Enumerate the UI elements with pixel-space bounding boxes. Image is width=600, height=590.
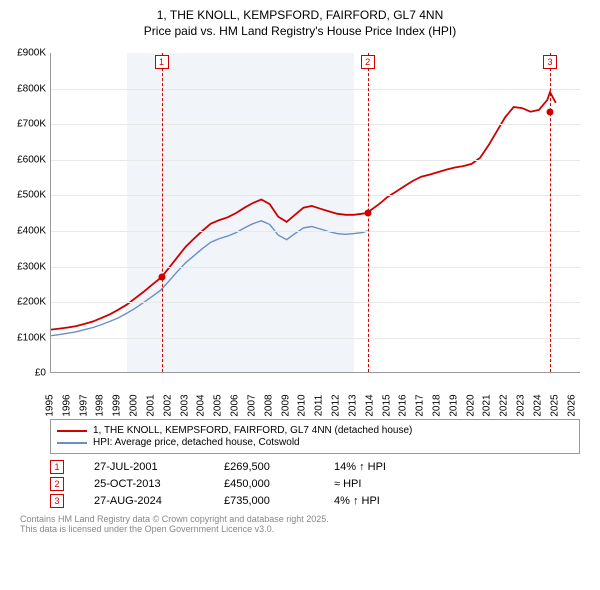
x-tick-label: 2004 xyxy=(196,391,207,421)
x-tick-label: 2026 xyxy=(566,391,577,421)
x-tick-label: 1995 xyxy=(45,391,56,421)
x-tick-label: 2008 xyxy=(263,391,274,421)
marker-badge: 3 xyxy=(543,55,557,69)
title-line-2: Price paid vs. HM Land Registry's House … xyxy=(10,24,590,40)
x-tick-label: 1999 xyxy=(112,391,123,421)
marker-line xyxy=(550,53,551,372)
chart-area: £0 £100K £200K £300K £400K £500K £600K £700K £80… xyxy=(10,45,590,415)
transaction-badge: 2 xyxy=(50,477,64,491)
x-tick-label: 2001 xyxy=(145,391,156,421)
legend-row: 1, THE KNOLL, KEMPSFORD, FAIRFORD, GL7 4… xyxy=(57,425,573,436)
transaction-diff: 14% ↑ HPI xyxy=(334,461,454,473)
x-tick-label: 2025 xyxy=(549,391,560,421)
marker-dot xyxy=(364,210,371,217)
transaction-date: 25-OCT-2013 xyxy=(94,478,224,490)
grid-line xyxy=(51,267,580,268)
x-tick-label: 2002 xyxy=(162,391,173,421)
transaction-price: £735,000 xyxy=(224,495,334,507)
grid-line xyxy=(51,195,580,196)
x-tick-label: 2023 xyxy=(516,391,527,421)
x-tick-label: 2010 xyxy=(297,391,308,421)
transaction-row: 1 27-JUL-2001£269,50014% ↑ HPI xyxy=(50,460,580,474)
transaction-badge: 3 xyxy=(50,494,64,508)
x-tick-label: 2012 xyxy=(331,391,342,421)
transaction-diff: 4% ↑ HPI xyxy=(334,495,454,507)
x-tick-label: 2013 xyxy=(347,391,358,421)
legend: 1, THE KNOLL, KEMPSFORD, FAIRFORD, GL7 4… xyxy=(50,419,580,454)
legend-row: HPI: Average price, detached house, Cots… xyxy=(57,437,573,448)
x-tick-label: 2015 xyxy=(381,391,392,421)
grid-line xyxy=(51,231,580,232)
x-tick-label: 1997 xyxy=(78,391,89,421)
x-tick-label: 2018 xyxy=(431,391,442,421)
chart-svg xyxy=(51,53,580,372)
y-tick-label: £500K xyxy=(8,190,46,201)
chart-title: 1, THE KNOLL, KEMPSFORD, FAIRFORD, GL7 4… xyxy=(10,8,590,39)
marker-badge: 2 xyxy=(361,55,375,69)
x-tick-label: 2024 xyxy=(532,391,543,421)
transaction-price: £269,500 xyxy=(224,461,334,473)
x-tick-label: 2019 xyxy=(448,391,459,421)
legend-swatch xyxy=(57,442,87,444)
grid-line xyxy=(51,160,580,161)
x-tick-label: 2009 xyxy=(280,391,291,421)
transaction-date: 27-AUG-2024 xyxy=(94,495,224,507)
transaction-price: £450,000 xyxy=(224,478,334,490)
series-line xyxy=(51,92,556,330)
x-tick-label: 2007 xyxy=(246,391,257,421)
y-tick-label: £100K xyxy=(8,332,46,343)
y-tick-label: £0 xyxy=(8,368,46,379)
x-tick-label: 1998 xyxy=(95,391,106,421)
x-tick-label: 2005 xyxy=(213,391,224,421)
marker-dot xyxy=(547,108,554,115)
x-tick-label: 2014 xyxy=(364,391,375,421)
y-tick-label: £800K xyxy=(8,83,46,94)
y-tick-label: £600K xyxy=(8,154,46,165)
legend-label: 1, THE KNOLL, KEMPSFORD, FAIRFORD, GL7 4… xyxy=(93,425,412,436)
transactions-table: 1 27-JUL-2001£269,50014% ↑ HPI 2 25-OCT-201… xyxy=(50,460,580,508)
y-tick-label: £700K xyxy=(8,119,46,130)
marker-badge: 1 xyxy=(155,55,169,69)
transaction-diff: ≈ HPI xyxy=(334,478,454,490)
footer-line-1: Contains HM Land Registry data © Crown c… xyxy=(20,514,580,524)
plot-region: 1 2 3 xyxy=(50,53,580,373)
grid-line xyxy=(51,89,580,90)
y-tick-label: £200K xyxy=(8,297,46,308)
grid-line xyxy=(51,302,580,303)
x-tick-label: 2017 xyxy=(415,391,426,421)
x-tick-label: 2000 xyxy=(129,391,140,421)
transaction-row: 2 25-OCT-2013£450,000≈ HPI xyxy=(50,477,580,491)
x-tick-label: 2022 xyxy=(499,391,510,421)
y-tick-label: £900K xyxy=(8,48,46,59)
x-tick-label: 2003 xyxy=(179,391,190,421)
transaction-date: 27-JUL-2001 xyxy=(94,461,224,473)
legend-label: HPI: Average price, detached house, Cots… xyxy=(93,437,300,448)
x-tick-label: 2020 xyxy=(465,391,476,421)
y-tick-label: £400K xyxy=(8,225,46,236)
transaction-badge: 1 xyxy=(50,460,64,474)
x-tick-label: 2006 xyxy=(230,391,241,421)
grid-line xyxy=(51,338,580,339)
transaction-row: 3 27-AUG-2024£735,0004% ↑ HPI xyxy=(50,494,580,508)
marker-dot xyxy=(158,274,165,281)
x-tick-label: 2016 xyxy=(398,391,409,421)
footer-attribution: Contains HM Land Registry data © Crown c… xyxy=(20,514,580,534)
grid-line xyxy=(51,124,580,125)
x-tick-label: 2011 xyxy=(314,391,325,421)
footer-line-2: This data is licensed under the Open Gov… xyxy=(20,524,580,534)
page-container: 1, THE KNOLL, KEMPSFORD, FAIRFORD, GL7 4… xyxy=(0,0,600,590)
marker-line xyxy=(162,53,163,372)
x-tick-label: 2021 xyxy=(482,391,493,421)
title-line-1: 1, THE KNOLL, KEMPSFORD, FAIRFORD, GL7 4… xyxy=(10,8,590,24)
x-tick-label: 1996 xyxy=(61,391,72,421)
legend-swatch xyxy=(57,430,87,432)
y-tick-label: £300K xyxy=(8,261,46,272)
